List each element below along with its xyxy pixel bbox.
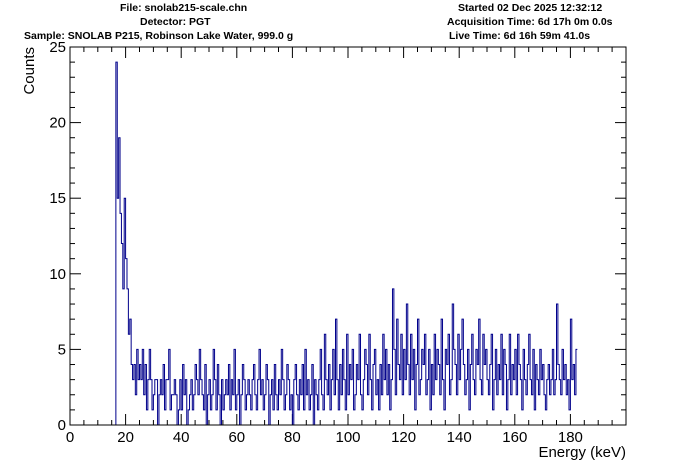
y-tick-label: 25 [49,39,66,56]
x-tick-label: 40 [173,429,190,446]
file-label: File: snolab215-scale.chn [120,2,248,14]
y-tick-label: 20 [49,115,66,132]
started-label: Started 02 Dec 2025 12:32:12 [458,2,603,14]
x-tick-label: 140 [447,429,472,446]
x-tick-label: 160 [502,429,527,446]
acquisition-time-label: Acquisition Time: 6d 17h 0m 0.0s [447,16,613,28]
x-axis-title: Energy (keV) [538,444,626,461]
axes: 0 20 40 60 80 100 120 140 160 180 0 5 10 15 20 25 [49,39,627,446]
sample-label: Sample: SNOLAB P215, Robinson Lake Water… [24,30,294,42]
x-tick-label: 0 [66,429,74,446]
histogram-line [115,61,578,426]
x-tick-label: 100 [335,429,360,446]
detector-label: Detector: PGT [140,16,211,28]
x-tick-label: 80 [284,429,301,446]
plot-frame [69,46,627,426]
x-tick-label: 120 [391,429,416,446]
live-time-label: Live Time: 6d 16h 59m 41.0s [449,30,591,42]
x-tick-label: 180 [558,429,583,446]
x-tick-label: 20 [117,429,134,446]
y-tick-label: 15 [49,190,66,207]
y-tick-label: 10 [49,266,66,283]
y-tick-label: 5 [58,341,66,358]
y-axis-title: Counts [21,47,38,95]
x-tick-label: 60 [228,429,245,446]
y-tick-label: 0 [58,417,66,434]
